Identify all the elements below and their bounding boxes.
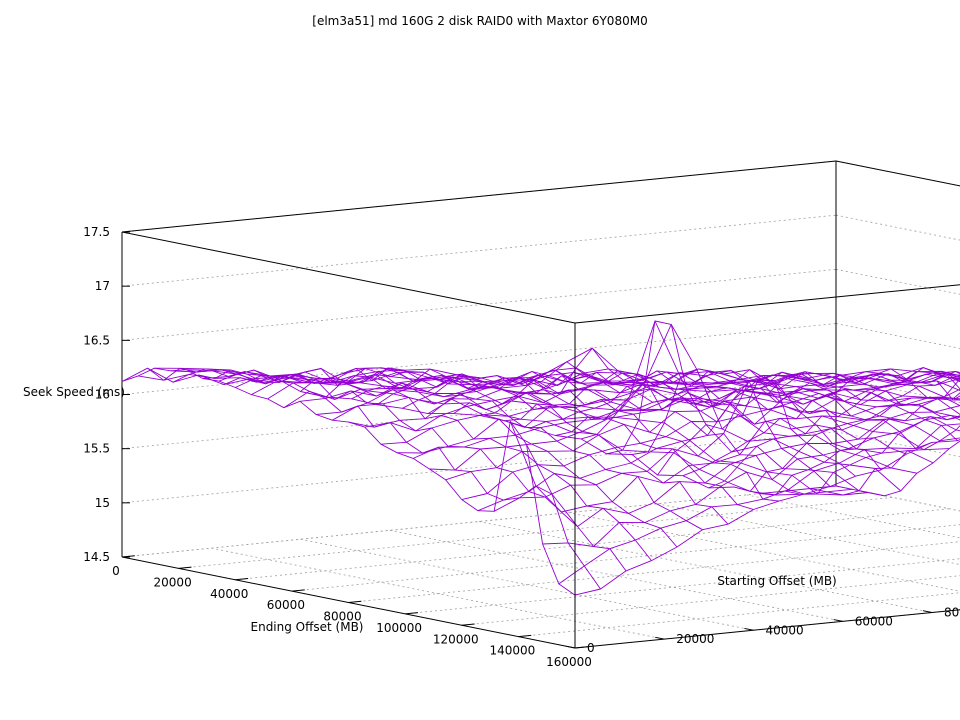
surface-mesh-line	[580, 373, 960, 440]
surface-mesh-line	[427, 371, 882, 471]
surface-mesh-line	[606, 320, 960, 455]
plot-box-back	[121, 160, 960, 557]
floor-grid-line	[835, 485, 960, 512]
wall-grid-line	[835, 160, 960, 187]
x-tick-mark	[574, 646, 588, 649]
surface-mesh-line	[235, 347, 950, 451]
x-tick-mark	[235, 577, 249, 581]
surface-mesh-line	[555, 369, 960, 436]
floor-grid-line	[478, 521, 933, 613]
z-axis-label: Seek Speed (ms)	[23, 385, 125, 399]
x-tick-label: 160000	[546, 655, 592, 669]
floor-grid-line	[568, 512, 960, 592]
wall-grid-line	[835, 268, 960, 295]
x-tick-mark	[518, 634, 532, 638]
z-tick-label: 17.5	[83, 225, 110, 239]
x-tick-label: 20000	[154, 575, 192, 589]
y-tick-mark	[833, 619, 843, 622]
wall-grid-line	[121, 214, 837, 287]
z-tick-label: 15	[95, 496, 110, 510]
x-tick-label: 60000	[267, 598, 305, 612]
frame-edge	[574, 284, 960, 324]
surface-mesh-line	[121, 367, 576, 596]
x-tick-mark	[348, 600, 362, 603]
x-tick-mark	[461, 623, 475, 626]
x-tick-label: 0	[112, 564, 120, 578]
frame-edge	[121, 231, 576, 324]
surface-mesh	[121, 320, 960, 596]
y-tick-label: 40000	[766, 623, 804, 637]
surface-mesh-line	[351, 375, 805, 495]
frame-edge	[835, 160, 960, 187]
floor-grid-line	[291, 524, 960, 592]
y-tick-label: 60000	[855, 614, 893, 628]
x-tick-label: 40000	[210, 587, 248, 601]
y-tick-label: 80000	[944, 606, 960, 620]
surface-mesh-line	[478, 347, 933, 450]
surface-mesh-line	[249, 370, 703, 531]
surface-mesh-line	[657, 371, 960, 476]
x-tick-label: 80000	[323, 610, 361, 624]
surface-mesh-line	[835, 440, 960, 497]
surface-mesh-line	[733, 378, 960, 492]
wall-grid-line	[121, 268, 837, 341]
surface-mesh-line	[172, 368, 627, 572]
y-tick-mark	[744, 627, 754, 631]
x-tick-label: 140000	[489, 644, 535, 658]
floor-grid-line	[389, 529, 843, 622]
z-tick-label: 16.5	[83, 333, 110, 347]
surface-mesh-line	[376, 369, 831, 487]
floor-grid-line	[300, 538, 754, 631]
surface-mesh-line	[325, 370, 780, 502]
surface-mesh-line	[198, 369, 652, 561]
x-tick-label: 100000	[376, 621, 422, 635]
surface-mesh-line	[402, 371, 856, 477]
frame-edge	[121, 160, 837, 233]
y-axis-label: Starting Offset (MB)	[717, 574, 837, 588]
surface-mesh-line	[574, 438, 960, 596]
surface-mesh-line	[138, 373, 853, 496]
y-tick-mark	[565, 645, 576, 649]
surface-mesh-line	[453, 361, 907, 455]
x-tick-mark	[291, 589, 305, 592]
wall-grid-line	[835, 214, 960, 241]
y-tick-label: 20000	[676, 632, 714, 646]
surface-mesh-line	[223, 368, 678, 548]
floor-grid-line	[211, 547, 665, 640]
surface-mesh-line	[300, 367, 754, 510]
floor-grid-line	[657, 503, 960, 565]
wall-grid-line	[121, 431, 837, 504]
z-tick-label: 16	[95, 388, 110, 402]
x-axis-label: Ending Offset (MB)	[251, 620, 364, 634]
surface-mesh-line	[493, 380, 960, 512]
surface-mesh-line	[529, 371, 960, 429]
surface-mesh-line	[810, 424, 960, 496]
floor-grid-line	[746, 494, 960, 539]
axis-ticks: 0 20000 40000 60000 80000 100000 120000 140000 1…	[83, 225, 960, 669]
x-tick-label: 120000	[433, 632, 479, 646]
y-tick-label: 0	[587, 641, 595, 655]
surface-mesh-line	[558, 423, 960, 585]
chart-title: [elm3a51] md 160G 2 disk RAID0 with Maxt…	[312, 14, 647, 28]
surface-mesh-line	[708, 377, 960, 489]
y-tick-mark	[655, 636, 665, 640]
wall-grid-line	[835, 485, 960, 512]
z-tick-label: 14.5	[83, 550, 110, 564]
z-tick-label: 17	[95, 279, 110, 293]
wall-grid-line	[835, 431, 960, 458]
x-tick-mark	[405, 612, 419, 615]
surface-mesh-line	[504, 368, 958, 442]
floor-grid-line	[348, 541, 960, 603]
surface-mesh-line	[784, 416, 960, 495]
z-tick-label: 15.5	[83, 442, 110, 456]
y-tick-mark	[922, 610, 933, 613]
surface-mesh-line	[682, 370, 960, 477]
x-tick-mark	[178, 566, 192, 569]
surface-mesh-line	[759, 392, 960, 496]
floor-grid-line	[178, 496, 893, 569]
